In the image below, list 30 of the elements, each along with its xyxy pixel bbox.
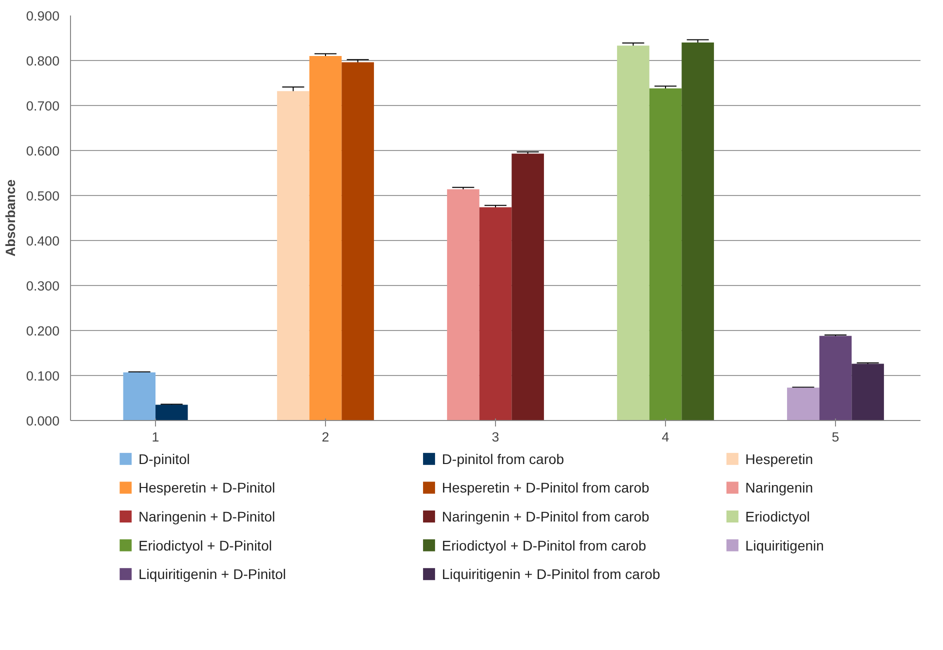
- legend-label: Liquiritigenin: [745, 537, 824, 554]
- legend-label: Liquiritigenin + D-Pinitol from carob: [442, 566, 660, 582]
- legend-label: Eriodictyol + D-Pinitol: [138, 537, 272, 554]
- legend-label: Liquiritigenin + D-Pinitol: [138, 566, 286, 582]
- y-tick-label: 0.200: [26, 324, 60, 338]
- x-tick-label: 1: [152, 430, 160, 444]
- y-tick-label: 0.600: [26, 144, 60, 158]
- x-tick-label: 3: [492, 430, 500, 444]
- x-tick-label: 5: [832, 430, 840, 444]
- legend-label: Eriodictyol + D-Pinitol from carob: [442, 537, 646, 554]
- legend-label: Naringenin: [745, 480, 814, 496]
- legend-label: Hesperetin + D-Pinitol: [138, 480, 276, 496]
- legend-label: D-pinitol from carob: [442, 450, 564, 467]
- y-tick-label: 0.800: [26, 54, 60, 68]
- y-tick-label: 0.400: [26, 234, 60, 248]
- legend-label: Naringenin + D-Pinitol: [138, 508, 276, 524]
- y-axis-title: Absorbance: [3, 179, 18, 257]
- x-tick-label: 4: [662, 430, 670, 444]
- y-tick-label: 0.100: [26, 368, 60, 384]
- y-tick-label: 0.500: [26, 188, 60, 204]
- legend-label: Hesperetin + D-Pinitol from carob: [442, 480, 650, 496]
- y-tick-label: 0.000: [26, 414, 60, 428]
- legend-label: Naringenin + D-Pinitol from carob: [442, 508, 650, 524]
- legend-label: Eriodictyol: [745, 508, 810, 524]
- legend-label: Hesperetin: [745, 450, 814, 467]
- legend-label: D-pinitol: [138, 450, 190, 467]
- x-tick-label: 2: [322, 430, 330, 444]
- y-tick-label: 0.300: [26, 278, 60, 294]
- y-tick-label: 0.700: [26, 98, 60, 114]
- y-tick-label: 0.900: [26, 8, 60, 24]
